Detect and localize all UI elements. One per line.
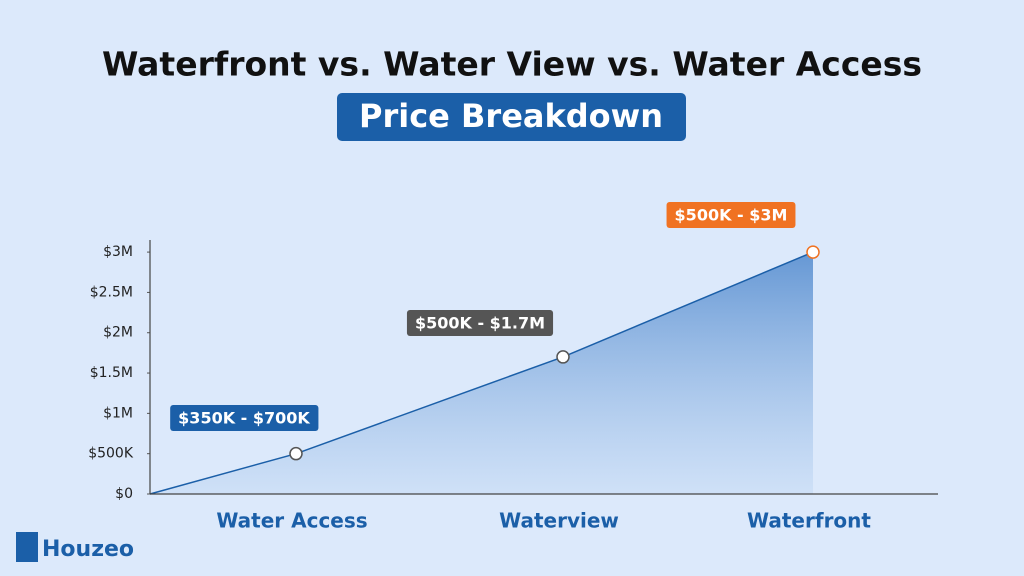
subtitle-box — [337, 93, 686, 141]
y-tick-label: $1.5M — [90, 365, 133, 381]
chart-subtitle: Price Breakdown — [359, 97, 663, 135]
annotation: $500K - $3M — [675, 206, 788, 225]
x-tick-label: Waterfront — [747, 509, 871, 533]
annotation-box — [406, 310, 554, 336]
point — [556, 350, 570, 364]
y-tick-label: $2M — [103, 325, 133, 341]
chart-title: Waterfront vs. Water View vs. Water Acce… — [102, 45, 922, 84]
point — [289, 446, 303, 461]
annotation: $500K - $1.7M — [415, 314, 545, 333]
y-tick-label: $1M — [103, 405, 133, 421]
line — [149, 251, 814, 495]
y-tick-label: $0 — [115, 486, 133, 502]
y-tick-label: $500K — [88, 446, 134, 462]
point — [806, 245, 820, 259]
annotation-box — [666, 202, 796, 228]
x-tick-label: Water Access — [216, 509, 367, 533]
annotation-box — [170, 405, 319, 431]
logo: Houzeo — [42, 537, 134, 562]
y-tick-label: $3M — [103, 244, 133, 260]
area-fill — [150, 252, 813, 494]
logo-icon — [16, 532, 38, 562]
x-tick-label: Waterview — [499, 509, 619, 533]
annotation: $350K - $700K — [178, 409, 310, 428]
y-tick-label: $2.5M — [90, 284, 133, 300]
